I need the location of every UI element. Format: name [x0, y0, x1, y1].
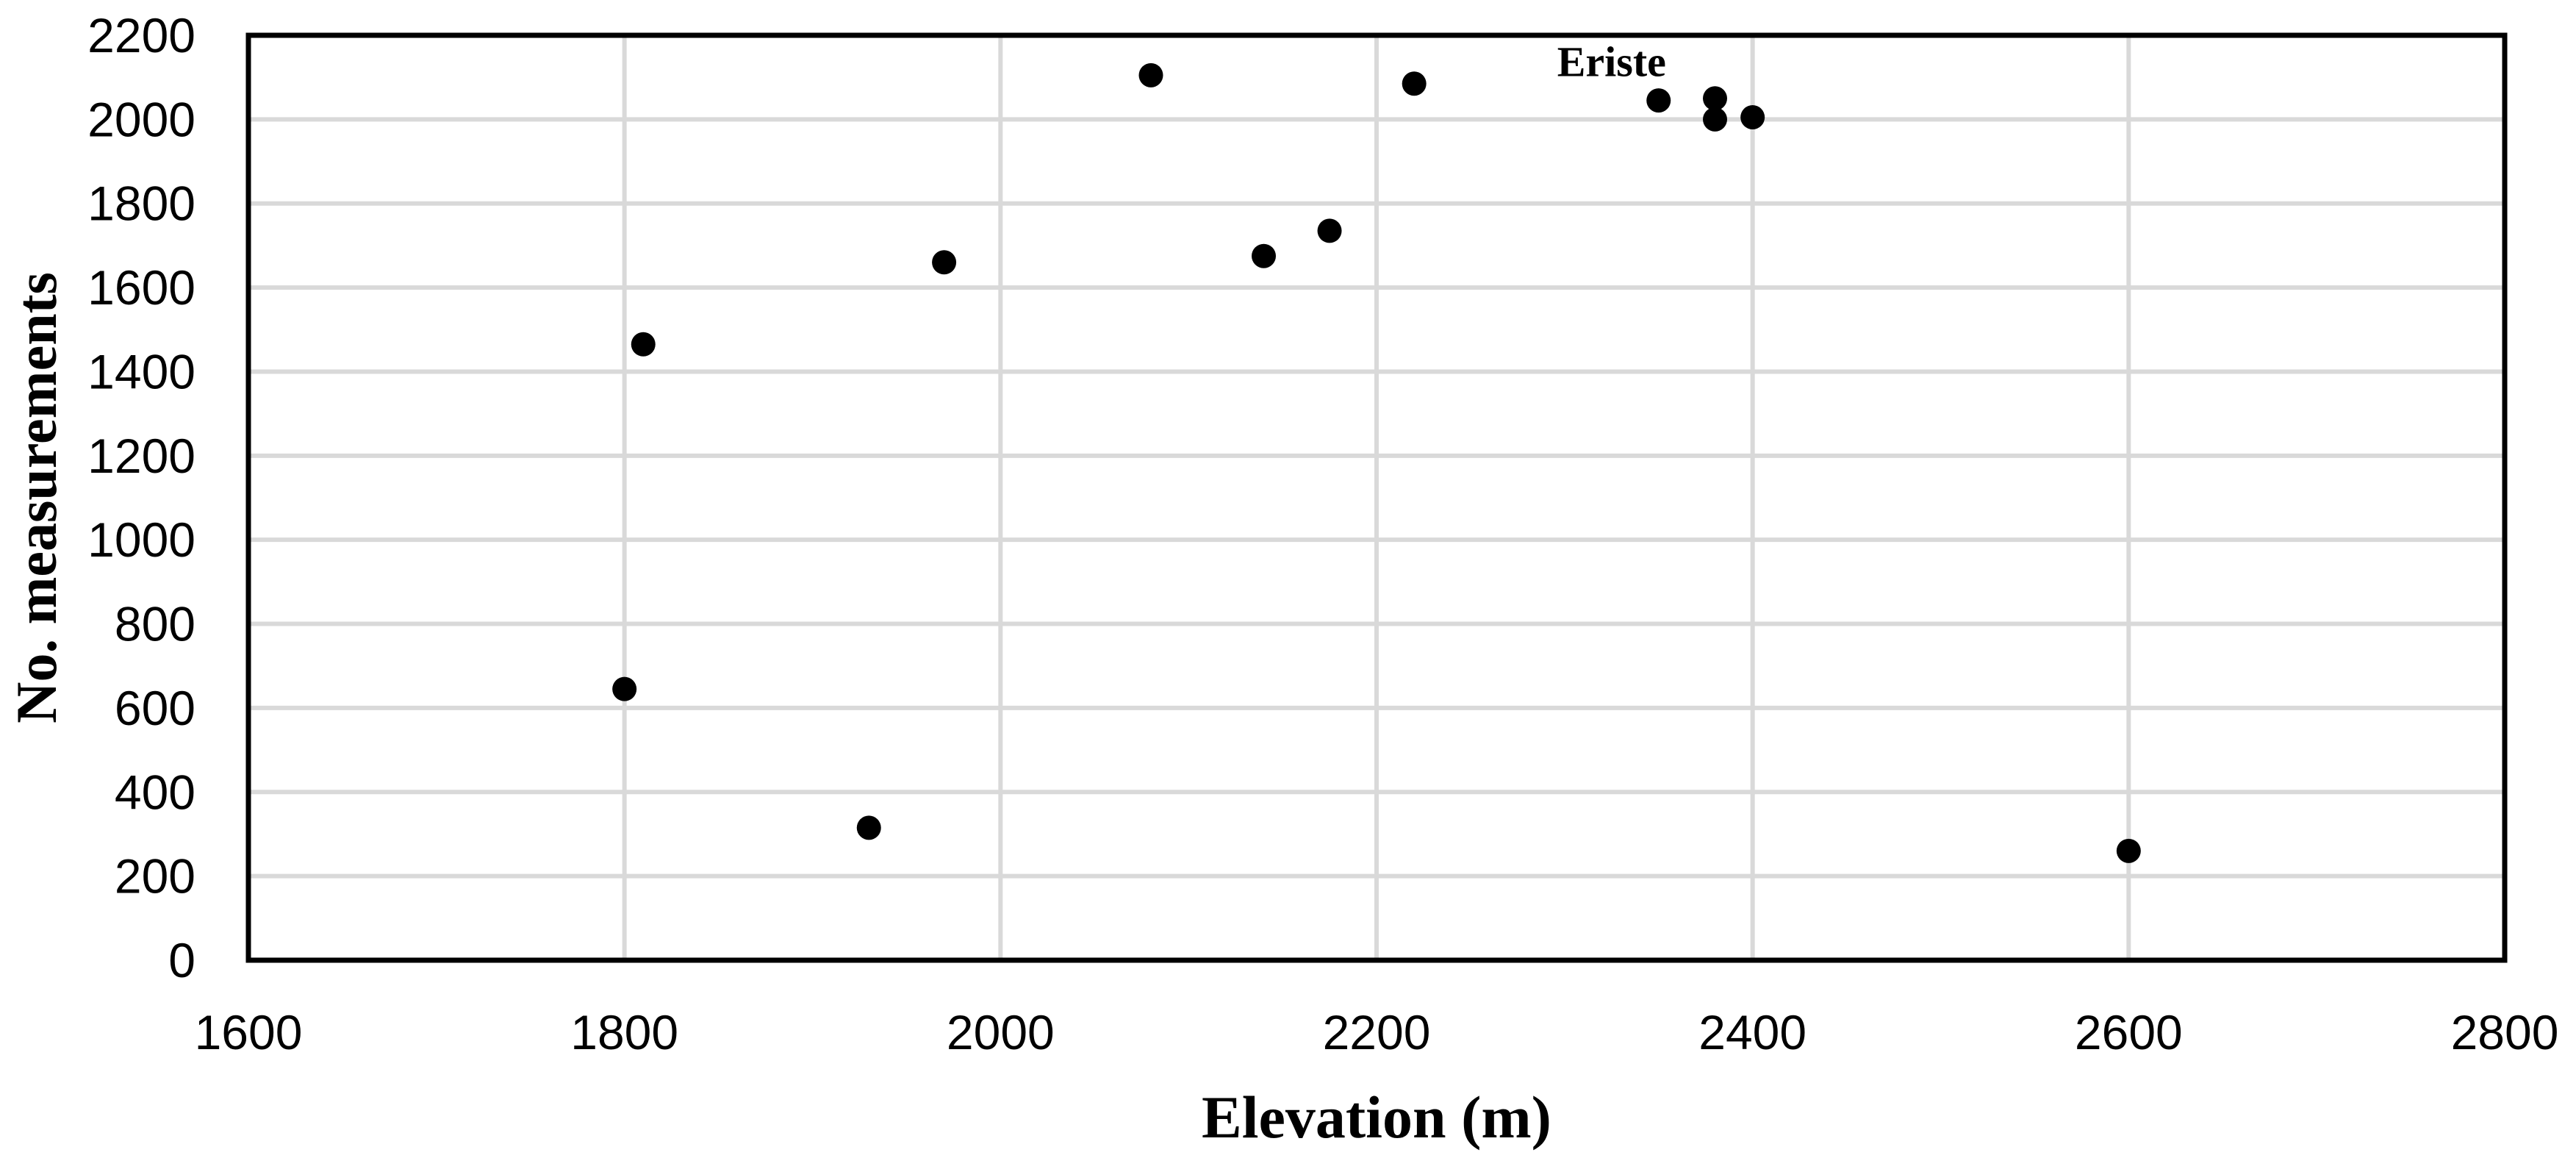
data-point [2116, 838, 2141, 863]
data-point [856, 815, 881, 840]
y-tick-label: 2200 [87, 8, 195, 62]
data-point [1317, 218, 1342, 243]
data-point [612, 676, 637, 701]
data-point [1402, 71, 1427, 96]
y-tick-label: 1800 [87, 176, 195, 231]
y-tick-label: 400 [115, 765, 195, 819]
data-point [1252, 243, 1276, 268]
y-axis-title: No. measurements [4, 272, 68, 723]
y-tick-label: 2000 [87, 92, 195, 146]
data-point [1740, 105, 1765, 130]
y-tick-label: 1200 [87, 429, 195, 483]
x-tick-label: 1800 [570, 1005, 678, 1059]
data-point [1703, 86, 1727, 111]
x-tick-label: 1600 [195, 1005, 303, 1059]
x-tick-label: 2200 [1323, 1005, 1431, 1059]
x-tick-label: 2000 [947, 1005, 1055, 1059]
data-point [1138, 62, 1163, 87]
y-tick-label: 800 [115, 597, 195, 651]
data-points [612, 62, 2141, 863]
y-tick-label: 1000 [87, 512, 195, 567]
plot-area-frame [245, 32, 2508, 963]
gridlines [248, 35, 2505, 960]
x-tick-label: 2400 [1698, 1005, 1807, 1059]
station-label: Eriste [1557, 37, 1666, 85]
x-tick-label: 2600 [2075, 1005, 2183, 1059]
data-point [1703, 107, 1727, 132]
y-tick-label: 1600 [87, 260, 195, 315]
y-tick-label: 1400 [87, 344, 195, 398]
data-point [932, 250, 957, 275]
y-tick-label: 200 [115, 849, 195, 904]
y-tick-label: 0 [168, 933, 195, 987]
x-tick-label: 2800 [2451, 1005, 2559, 1059]
data-point [631, 332, 656, 357]
x-axis-title: Elevation (m) [1202, 1084, 1551, 1151]
y-tick-label: 600 [115, 681, 195, 735]
data-point-eriste [1646, 88, 1671, 113]
